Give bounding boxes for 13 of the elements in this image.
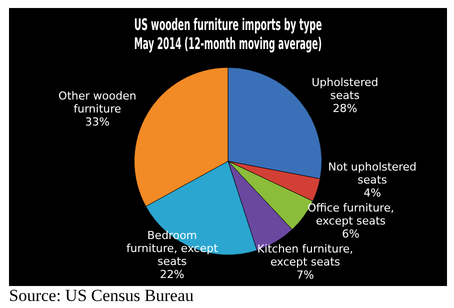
slice-label: Not upholstered seats	[328, 160, 416, 186]
slice-label: Kitchen furniture, except seats	[257, 242, 354, 268]
data-label: 22%	[160, 268, 184, 282]
chart-title: US wooden furniture imports by type May 2014 (12-month moving average)	[134, 16, 322, 54]
data-label: 33%	[85, 115, 110, 128]
data-label: 4%	[364, 186, 382, 200]
slice-label: Other wooden furniture	[58, 89, 136, 116]
data-label: 6%	[342, 227, 360, 240]
slice-label: Office furniture, except seats	[307, 201, 394, 228]
data-label: 7%	[296, 268, 314, 282]
slice-label: Upholstered seats	[312, 76, 378, 102]
source-note: Source: US Census Bureau	[9, 286, 195, 306]
data-label: 28%	[332, 102, 358, 116]
